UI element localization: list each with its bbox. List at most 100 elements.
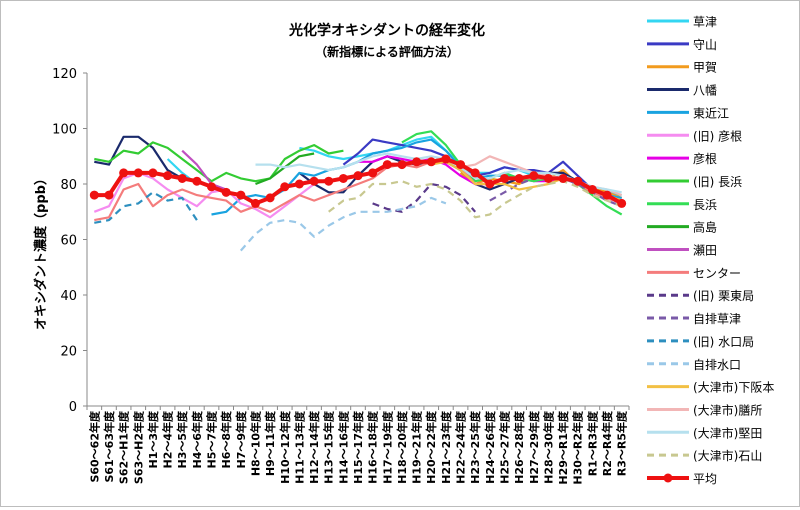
average-point	[177, 173, 187, 183]
x-tick-label: H27～29年度	[527, 410, 541, 484]
average-point	[368, 168, 378, 178]
average-point	[236, 190, 246, 200]
series-line-8	[401, 130, 623, 216]
x-tick-label: H1～3年度	[146, 410, 160, 469]
average-point	[250, 198, 260, 208]
average-point	[148, 168, 158, 178]
x-tick-label: R3～R5年度	[615, 410, 629, 476]
series-line-10	[181, 149, 227, 191]
y-tick-label: 20	[60, 345, 77, 360]
x-tick-label: R2～R4年度	[600, 410, 614, 476]
legend-label: 守山	[693, 38, 717, 52]
legend-marker	[663, 473, 673, 483]
legend-label: 高島	[693, 220, 717, 235]
x-tick-label: H24～26年度	[483, 410, 497, 484]
average-point	[382, 160, 392, 170]
legend-label: 東近江	[693, 106, 729, 120]
average-point	[192, 176, 202, 186]
plot-area: 0 20 40 60 80 100 120 S60～62年度 S61～63年度 S62～H1年度 S…	[52, 67, 630, 485]
x-tick-label: R1～R3年度	[585, 410, 599, 476]
average-point	[163, 171, 173, 181]
x-tick-label: H16～18年度	[366, 410, 380, 484]
average-point	[587, 185, 597, 195]
average-point	[426, 157, 436, 167]
legend-label: (大津市)堅田	[693, 425, 762, 440]
legend-label: 甲賀	[693, 61, 717, 75]
average-point	[485, 179, 495, 189]
x-tick-label: H28～30年度	[541, 410, 555, 484]
legend-label: (旧) 彦根	[693, 128, 742, 143]
legend-label: センター	[693, 266, 741, 280]
x-tick-label: H29～R1年度	[556, 410, 570, 485]
y-tick-label: 60	[60, 234, 77, 249]
average-point	[265, 193, 275, 203]
x-tick-label: S63～H2年度	[131, 410, 145, 484]
x-tick-label: H22～24年度	[454, 410, 468, 484]
average-point	[397, 160, 407, 170]
legend-label: 自排草津	[693, 312, 741, 326]
series-line-14	[94, 191, 198, 224]
x-tick-label: H6～8年度	[219, 410, 233, 469]
average-point	[456, 160, 466, 170]
average-point	[529, 171, 539, 181]
x-tick-label: H13～15年度	[322, 410, 336, 484]
legend-label: (旧) 水口局	[693, 335, 754, 349]
x-tick-label: H12～14年度	[307, 410, 321, 484]
x-tick-label: H19～21年度	[410, 410, 424, 484]
x-tick-label: S62～H1年度	[117, 410, 131, 484]
average-point	[441, 154, 451, 164]
average-point	[294, 179, 304, 189]
average-point	[543, 173, 553, 183]
chart-subtitle: （新指標による評価方法）	[315, 44, 459, 59]
average-point	[280, 182, 290, 192]
x-tick-label: H23～25年度	[468, 410, 482, 484]
average-point	[412, 157, 422, 167]
x-tick-label: H11～13年度	[292, 410, 306, 484]
x-tick-label: H18～20年度	[395, 410, 409, 484]
legend-label: (大津市)膳所	[693, 402, 762, 417]
x-tick-label: H20～22年度	[424, 410, 438, 484]
average-point	[353, 171, 363, 181]
legend-label: 八幡	[693, 83, 717, 98]
legend-label: 自排水口	[693, 358, 741, 372]
y-axis-label: オキシダント濃度（ppb）	[33, 172, 49, 330]
x-tick-label: H17～19年度	[380, 410, 394, 484]
y-tick-label: 100	[52, 123, 77, 138]
x-tick-label: H9～11年度	[263, 410, 277, 476]
average-point	[470, 168, 480, 178]
x-tick-label: H15～17年度	[351, 410, 365, 484]
legend-label: 彦根	[693, 151, 717, 166]
x-tick-label: H3～5年度	[175, 410, 189, 469]
series-line-19	[328, 180, 623, 219]
series-line-12	[372, 182, 477, 213]
series-line-1	[342, 138, 623, 205]
legend-label: 長浜	[693, 198, 717, 212]
x-tick-label: H21～23年度	[439, 410, 453, 484]
average-point	[602, 190, 612, 200]
x-tick-label: H25～27年度	[497, 410, 511, 484]
legend-label: (旧) 長浜	[693, 175, 742, 189]
average-point	[89, 190, 99, 200]
x-tick-label: H30～R2年度	[571, 410, 585, 485]
x-tick-label: H8～10年度	[248, 410, 262, 476]
x-tick-label: H5～7年度	[205, 410, 219, 469]
average-point	[119, 168, 129, 178]
x-tick-label: H14～16年度	[336, 410, 350, 484]
x-tick-label: S60～62年度	[87, 410, 101, 483]
average-point	[221, 187, 231, 197]
average-point	[133, 168, 143, 178]
average-point	[573, 176, 583, 186]
series-line-7	[94, 141, 344, 183]
legend-label: 草津	[693, 15, 717, 29]
average-point	[324, 176, 334, 186]
x-tick-label: H7～9年度	[234, 410, 248, 469]
average-point	[514, 173, 524, 183]
legend-label: 瀬田	[693, 244, 717, 258]
y-tick-label: 120	[52, 67, 77, 82]
average-point	[207, 182, 217, 192]
legend-label: 平均	[693, 472, 717, 486]
average-point	[499, 173, 509, 183]
